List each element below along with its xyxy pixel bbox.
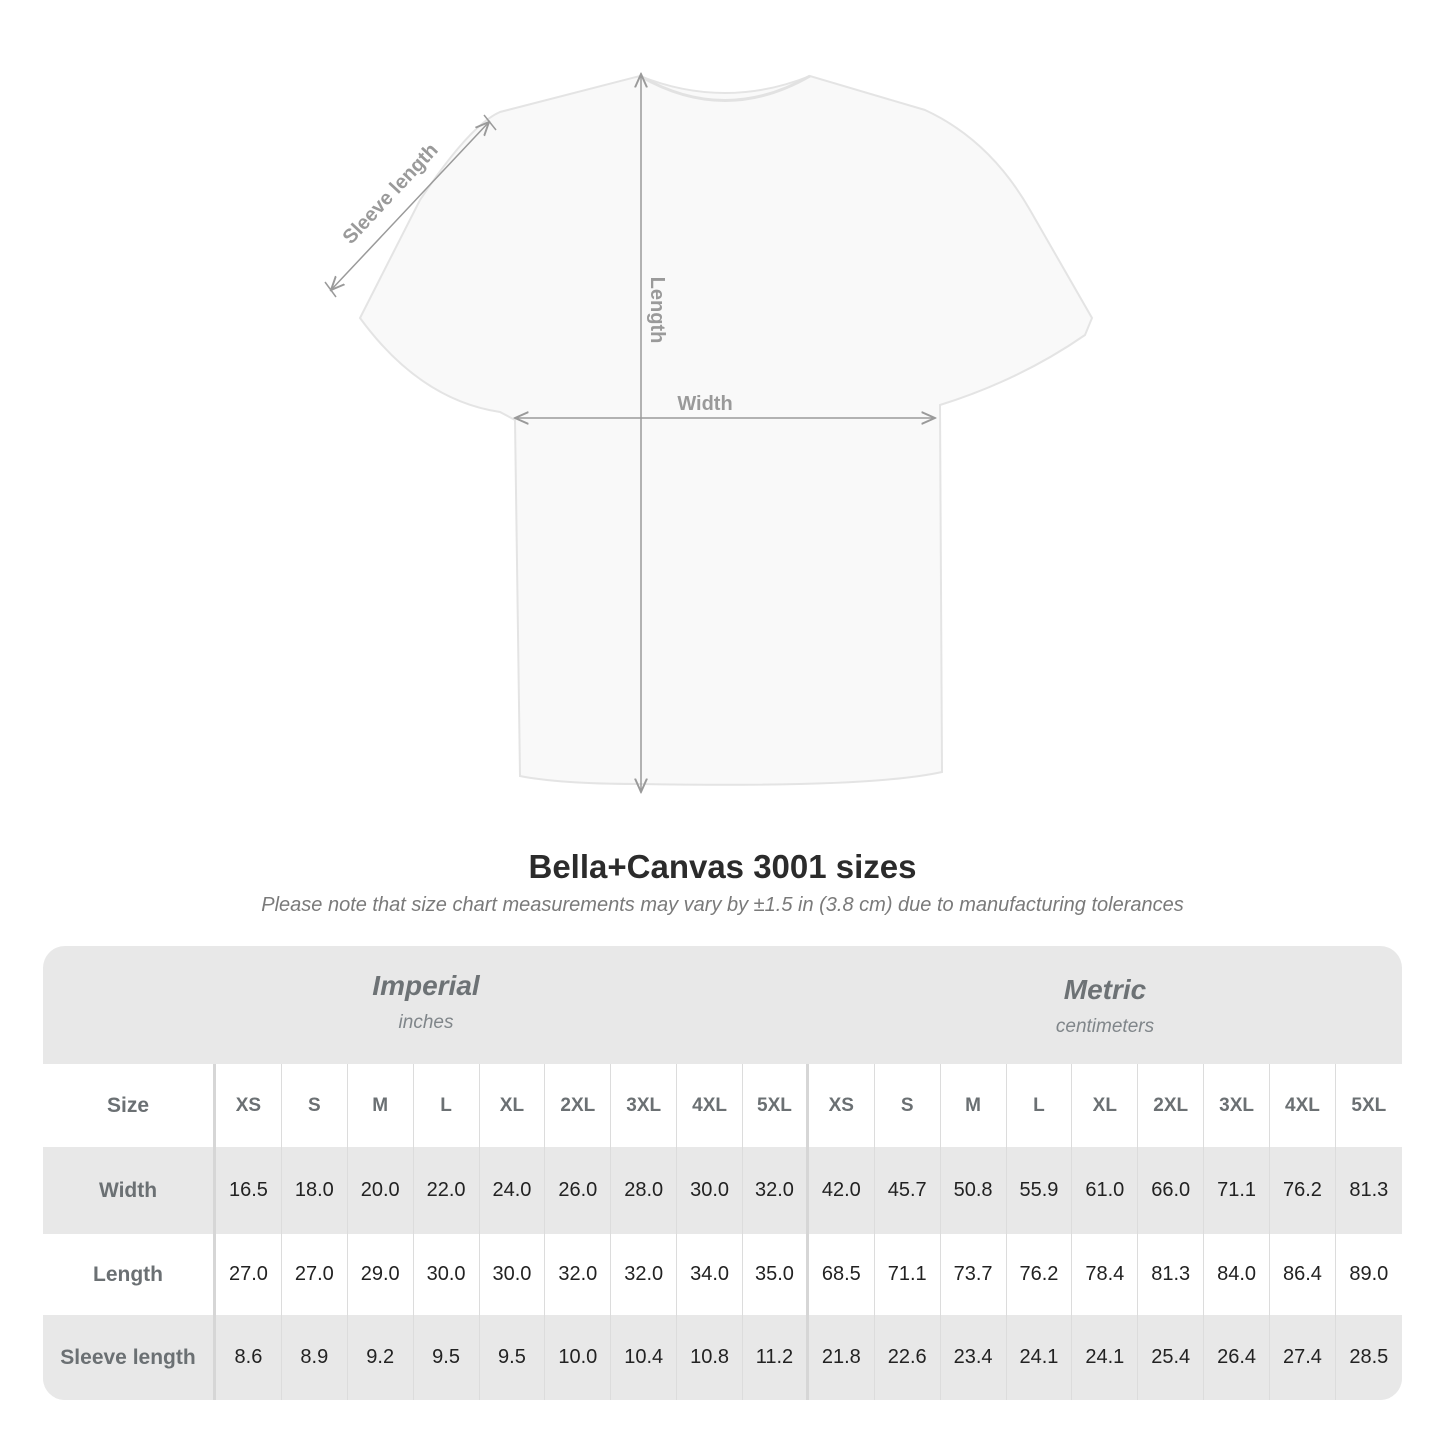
metric-value-cell: 71.1	[875, 1234, 941, 1315]
size-header-row: Size XS S M L XL 2XL 3XL 4XL 5XL XS S M L XL 2XL 3XL 4XL 5…	[43, 1064, 1402, 1147]
imperial-value-cell: 11.2	[743, 1315, 809, 1400]
metric-size-3xl: 3XL	[1204, 1064, 1270, 1147]
imperial-title: Imperial	[372, 970, 480, 1001]
imperial-size-xs: XS	[216, 1064, 282, 1147]
imperial-value-cell: 24.0	[480, 1147, 546, 1234]
imperial-value-cell: 8.6	[216, 1315, 282, 1400]
metric-value-cell: 24.1	[1072, 1315, 1139, 1400]
metric-header: Metric centimeters	[808, 974, 1402, 1092]
imperial-value-cell: 26.0	[545, 1147, 612, 1234]
width-label: Width	[677, 393, 732, 415]
metric-unit: centimeters	[1055, 1016, 1155, 1037]
imperial-value-cell: 28.0	[611, 1147, 678, 1234]
metric-value-cell: 28.5	[1349, 1346, 1389, 1368]
imperial-value-cell: 30.0	[480, 1234, 546, 1315]
imperial-size-m: M	[348, 1064, 414, 1147]
metric-value-cell: 45.7	[875, 1147, 941, 1234]
imperial-value-cell: 27.0	[216, 1234, 282, 1315]
imperial-value-cell: 27.0	[282, 1234, 348, 1315]
metric-size-4xl: 4XL	[1270, 1064, 1336, 1147]
metric-value-cell: 21.8	[809, 1315, 875, 1400]
imperial-value-cell: 32.0	[743, 1147, 809, 1234]
metric-size-m: M	[941, 1064, 1007, 1147]
imperial-value-cell: 10.8	[677, 1315, 743, 1400]
metric-value-cell: 76.2	[1270, 1147, 1336, 1234]
metric-value-cell: 89.0	[1349, 1263, 1389, 1285]
imperial-value-cell: 9.5	[480, 1315, 546, 1400]
metric-value-cell: 42.0	[809, 1147, 875, 1234]
imperial-value-cell: 10.4	[611, 1315, 678, 1400]
table-row: Sleeve length 8.6 8.9 9.2 9.5 9.5 10.0 10.4 10.8…	[43, 1315, 1402, 1400]
metric-value-cell: 24.1	[1007, 1315, 1073, 1400]
imperial-value-cell: 32.0	[545, 1234, 612, 1315]
metric-value-cell: 26.4	[1204, 1315, 1270, 1400]
metric-title: Metric	[1063, 974, 1147, 1005]
metric-value-cell: 22.6	[875, 1315, 941, 1400]
row-label-sleeve-length: Sleeve length	[43, 1315, 216, 1400]
table-row: Length 27.0 27.0 29.0 30.0 30.0 32.0 32.0 34.0 35…	[43, 1234, 1402, 1315]
imperial-size-s: S	[282, 1064, 348, 1147]
row-label-length: Length	[43, 1234, 216, 1315]
imperial-unit: inches	[398, 1012, 454, 1033]
metric-value-cell: 71.1	[1204, 1147, 1270, 1234]
metric-value-cell: 50.8	[941, 1147, 1007, 1234]
imperial-value-cell: 20.0	[348, 1147, 414, 1234]
tshirt-shape	[358, 74, 1094, 786]
metric-value-cell: 81.3	[1138, 1234, 1205, 1315]
imperial-size-5xl: 5XL	[743, 1064, 809, 1147]
metric-size-l: L	[1007, 1064, 1073, 1147]
imperial-value-cell: 16.5	[216, 1147, 282, 1234]
metric-value-cell: 68.5	[809, 1234, 875, 1315]
imperial-size-l: L	[414, 1064, 480, 1147]
imperial-value-cell: 18.0	[282, 1147, 348, 1234]
metric-size-xs: XS	[809, 1064, 875, 1147]
tolerance-note: Please note that size chart measurements…	[261, 894, 1184, 916]
metric-value-cell: 23.4	[941, 1315, 1007, 1400]
imperial-value-cell: 30.0	[677, 1147, 743, 1234]
metric-value-cell: 81.3	[1349, 1179, 1389, 1201]
metric-value-cell: 61.0	[1072, 1147, 1139, 1234]
metric-value-cell: 66.0	[1138, 1147, 1205, 1234]
sleeve-measure-line	[331, 122, 489, 290]
tshirt-diagram: Sleeve length Length Width	[324, 0, 1094, 820]
imperial-value-cell: 9.5	[414, 1315, 480, 1400]
row-label-width: Width	[43, 1147, 216, 1234]
metric-size-s: S	[875, 1064, 941, 1147]
imperial-value-cell: 34.0	[677, 1234, 743, 1315]
imperial-value-cell: 32.0	[611, 1234, 678, 1315]
metric-value-cell: 25.4	[1138, 1315, 1205, 1400]
metric-value-cell: 86.4	[1270, 1234, 1336, 1315]
imperial-value-cell: 22.0	[414, 1147, 480, 1234]
length-label: Length	[646, 277, 668, 344]
metric-size-5xl: 5XL	[1351, 1094, 1387, 1116]
imperial-value-cell: 10.0	[545, 1315, 612, 1400]
imperial-size-2xl: 2XL	[545, 1064, 612, 1147]
size-table: Imperial inches Metric centimeters Size X…	[43, 946, 1402, 1400]
table-row: Width 16.5 18.0 20.0 22.0 24.0 26.0 28.0 30.0 32.…	[43, 1147, 1402, 1234]
metric-value-cell: 73.7	[941, 1234, 1007, 1315]
metric-value-cell: 84.0	[1204, 1234, 1270, 1315]
imperial-value-cell: 9.2	[348, 1315, 414, 1400]
imperial-size-3xl: 3XL	[611, 1064, 678, 1147]
imperial-value-cell: 30.0	[414, 1234, 480, 1315]
metric-size-xl: XL	[1072, 1064, 1139, 1147]
imperial-size-xl: XL	[480, 1064, 546, 1147]
metric-value-cell: 76.2	[1007, 1234, 1073, 1315]
metric-size-2xl: 2XL	[1138, 1064, 1205, 1147]
chart-title: Bella+Canvas 3001 sizes	[528, 848, 917, 885]
metric-value-cell: 27.4	[1270, 1315, 1336, 1400]
imperial-value-cell: 35.0	[743, 1234, 809, 1315]
metric-value-cell: 78.4	[1072, 1234, 1139, 1315]
imperial-header: Imperial inches	[216, 970, 636, 1088]
size-label: Size	[43, 1064, 216, 1147]
metric-value-cell: 55.9	[1007, 1147, 1073, 1234]
imperial-size-4xl: 4XL	[677, 1064, 743, 1147]
imperial-value-cell: 29.0	[348, 1234, 414, 1315]
imperial-value-cell: 8.9	[282, 1315, 348, 1400]
